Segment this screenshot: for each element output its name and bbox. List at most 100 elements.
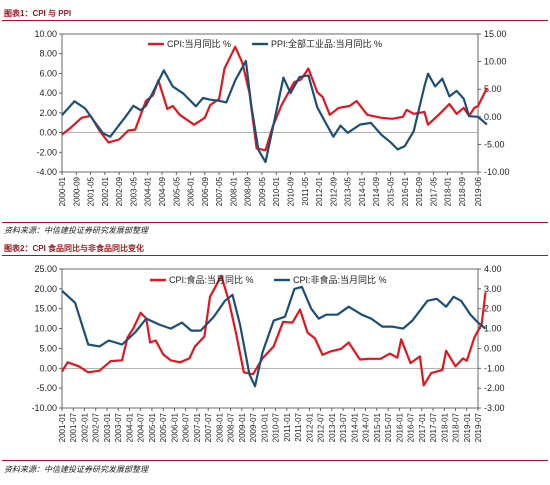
x-tick-label: 2010-01 bbox=[272, 176, 281, 206]
x-tick-label: 2007-07 bbox=[204, 412, 213, 442]
x-tick-label: 2010-07 bbox=[272, 412, 281, 442]
plot-frame bbox=[61, 268, 479, 409]
x-tick-label: 2012-07 bbox=[317, 412, 326, 442]
legend-label: PPI:全部工业品:当月同比 % bbox=[271, 38, 382, 49]
x-tick-label: 2006-01 bbox=[187, 176, 196, 206]
x-tick-label: 2004-01 bbox=[144, 176, 153, 206]
x-tick-label: 2015-01 bbox=[373, 412, 382, 442]
y-right-tick-label: 3.00 bbox=[484, 284, 502, 294]
y-right-tick-label: 0.00 bbox=[484, 343, 502, 353]
x-tick-label: 2013-01 bbox=[328, 412, 337, 442]
plot-frame bbox=[61, 33, 479, 173]
x-tick-label: 2008-07 bbox=[227, 412, 236, 442]
y-left-tick-label: 0.00 bbox=[39, 363, 57, 373]
x-tick-label: 2001-01 bbox=[58, 412, 67, 442]
y-left-tick-label: 0.00 bbox=[39, 128, 57, 138]
series-line-blue bbox=[61, 59, 488, 164]
x-tick-label: 2010-09 bbox=[287, 176, 296, 206]
x-tick-label: 2002-09 bbox=[115, 176, 124, 206]
x-tick-label: 2017-01 bbox=[418, 412, 427, 442]
x-tick-label: 2014-01 bbox=[350, 412, 359, 442]
figure2-source: 资料来源：中信建投证券研究发展部整理 bbox=[4, 465, 148, 474]
y-left-tick-label: -10.00 bbox=[31, 403, 57, 413]
cpi-ppi-line-chart: -4.00 -2.00 0.00 2.00 4.00 6.00 8.00 10.00 -10.0… bbox=[34, 29, 510, 206]
y-left-tick-label: -4.00 bbox=[36, 167, 57, 177]
x-tick-label: 2012-01 bbox=[305, 412, 314, 442]
x-tick-label: 2019-07 bbox=[474, 412, 483, 442]
y-left-tick-label: 5.00 bbox=[39, 343, 57, 353]
x-tick-label: 2009-01 bbox=[238, 412, 247, 442]
legend-label: CPI:当月同比 % bbox=[167, 38, 231, 49]
y-left-tick-label: 4.00 bbox=[39, 88, 57, 98]
x-tick-label: 2011-07 bbox=[294, 412, 303, 441]
y-left-tick-label: -2.00 bbox=[36, 147, 57, 157]
y-right-tick-label: 2.00 bbox=[484, 304, 502, 314]
y-left-tick-label: 15.00 bbox=[34, 304, 57, 314]
y-right-tick-label: 4.00 bbox=[484, 264, 502, 274]
x-tick-label: 2016-01 bbox=[395, 412, 404, 442]
x-tick-label: 2008-01 bbox=[215, 412, 224, 442]
x-tick-label: 2018-01 bbox=[444, 176, 453, 206]
x-tick-label: 2019-01 bbox=[463, 412, 472, 442]
x-tick-label: 2003-07 bbox=[114, 412, 123, 442]
x-tick-label: 2013-05 bbox=[344, 176, 353, 206]
x-tick-label: 2005-07 bbox=[159, 412, 168, 442]
x-tick-label: 2016-07 bbox=[407, 412, 416, 442]
figure1-rule bbox=[2, 20, 548, 21]
x-tick-label: 2012-01 bbox=[315, 176, 324, 206]
x-tick-label: 2018-07 bbox=[452, 412, 461, 442]
x-tick-label: 2006-09 bbox=[201, 176, 210, 206]
figure2-bottom-rule bbox=[2, 460, 548, 461]
x-tick-label: 2009-05 bbox=[258, 176, 267, 206]
y-right-tick-label: -10.00 bbox=[484, 167, 510, 177]
figure1-source: 资料来源：中信建投证券研究发展部整理 bbox=[4, 226, 148, 235]
y-left-tick-label: 25.00 bbox=[34, 264, 57, 274]
y-left-tick-label: -5.00 bbox=[36, 383, 57, 393]
x-tick-label: 2003-01 bbox=[103, 412, 112, 442]
y-left-tick-label: 20.00 bbox=[34, 284, 57, 294]
legend-label: CPI:非食品:当月同比 % bbox=[293, 274, 387, 285]
x-tick-label: 2002-01 bbox=[101, 176, 110, 206]
x-tick-label: 2001-07 bbox=[69, 412, 78, 442]
x-tick-label: 2006-01 bbox=[170, 412, 179, 442]
x-tick-label: 2000-09 bbox=[72, 176, 81, 206]
y-right-tick-label: -3.00 bbox=[484, 403, 505, 413]
x-tick-label: 2017-05 bbox=[429, 176, 438, 206]
x-tick-label: 2006-07 bbox=[182, 412, 191, 442]
y-right-tick-label: 15.00 bbox=[484, 29, 507, 39]
x-tick-label: 2017-07 bbox=[429, 412, 438, 442]
x-tick-label: 2012-09 bbox=[329, 176, 338, 206]
x-tick-label: 2011-05 bbox=[301, 176, 310, 205]
y-left-tick-label: 6.00 bbox=[39, 68, 57, 78]
x-tick-label: 2014-09 bbox=[372, 176, 381, 206]
figure2-rule bbox=[2, 255, 548, 256]
y-right-tick-label: -1.00 bbox=[484, 363, 505, 373]
y-right-tick-label: 0.00 bbox=[484, 112, 502, 122]
y-right-tick-label: 1.00 bbox=[484, 324, 502, 334]
x-tick-label: 2010-01 bbox=[260, 412, 269, 442]
x-tick-label: 2007-05 bbox=[215, 176, 224, 206]
cpi-food-nonfood-line-chart: -10.00 -5.00 0.00 5.00 10.00 15.00 20.00 25.00 -… bbox=[31, 264, 505, 442]
y-left-tick-label: 2.00 bbox=[39, 108, 57, 118]
x-tick-label: 2013-07 bbox=[339, 412, 348, 442]
x-tick-label: 2004-07 bbox=[137, 412, 146, 442]
figure1-bottom-rule bbox=[2, 222, 548, 223]
y-right-tick-label: -2.00 bbox=[484, 383, 505, 393]
figure2-title: 图表2：CPI 食品同比与非食品同比变化 bbox=[4, 244, 145, 253]
x-tick-label: 2015-05 bbox=[387, 176, 396, 206]
x-tick-label: 2011-01 bbox=[283, 412, 292, 441]
y-right-tick-label: 10.00 bbox=[484, 57, 507, 67]
figure1-title: 图表1：CPI 与 PPI bbox=[4, 9, 72, 18]
x-tick-label: 2015-07 bbox=[384, 412, 393, 442]
x-tick-label: 2018-09 bbox=[458, 176, 467, 206]
x-tick-label: 2002-01 bbox=[80, 412, 89, 442]
x-tick-label: 2002-07 bbox=[92, 412, 101, 442]
x-tick-label: 2004-09 bbox=[158, 176, 167, 206]
x-tick-label: 2005-01 bbox=[148, 412, 157, 442]
x-tick-label: 2003-05 bbox=[129, 176, 138, 206]
x-tick-label: 2008-01 bbox=[229, 176, 238, 206]
x-tick-label: 2009-07 bbox=[249, 412, 258, 442]
x-tick-label: 2001-05 bbox=[87, 176, 96, 206]
series-line-red bbox=[61, 274, 487, 387]
y-left-tick-label: 10.00 bbox=[34, 324, 57, 334]
